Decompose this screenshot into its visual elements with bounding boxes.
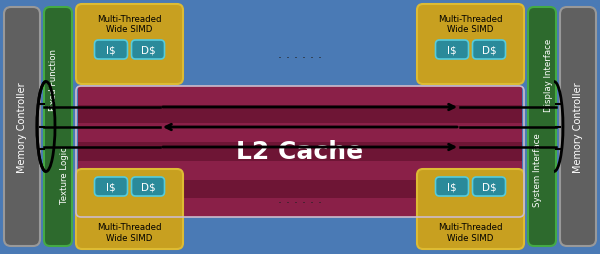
FancyBboxPatch shape [44, 8, 72, 246]
Text: . . . . . .: . . . . . . [278, 48, 322, 61]
Bar [78, 142, 522, 161]
Text: Display Interface: Display Interface [544, 38, 553, 111]
FancyBboxPatch shape [473, 177, 505, 196]
Text: Multi-Threaded: Multi-Threaded [97, 14, 162, 23]
FancyBboxPatch shape [131, 41, 164, 60]
Text: L2 Cache: L2 Cache [236, 140, 364, 164]
Bar [78, 161, 522, 180]
Text: I$: I$ [106, 45, 116, 55]
Text: . . . . . .: . . . . . . [278, 193, 322, 206]
Bar [78, 180, 522, 199]
FancyBboxPatch shape [436, 177, 469, 196]
Text: Wide SIMD: Wide SIMD [106, 25, 152, 34]
Text: I$: I$ [447, 182, 457, 192]
Text: D$: D$ [140, 182, 155, 192]
FancyBboxPatch shape [417, 169, 524, 249]
Text: System Interface: System Interface [533, 133, 542, 207]
Text: Wide SIMD: Wide SIMD [106, 234, 152, 243]
FancyBboxPatch shape [76, 5, 183, 85]
Text: D$: D$ [482, 45, 496, 55]
Text: Wide SIMD: Wide SIMD [448, 25, 494, 34]
FancyBboxPatch shape [131, 177, 164, 196]
Bar [78, 87, 522, 105]
Text: I$: I$ [447, 45, 457, 55]
FancyBboxPatch shape [560, 8, 596, 246]
Text: Multi-Threaded: Multi-Threaded [438, 223, 503, 232]
FancyBboxPatch shape [528, 8, 556, 246]
Text: Memory Controller: Memory Controller [573, 82, 583, 172]
FancyBboxPatch shape [95, 177, 128, 196]
Text: D$: D$ [140, 45, 155, 55]
Text: Texture Logic: Texture Logic [59, 146, 68, 203]
Text: Multi-Threaded: Multi-Threaded [438, 14, 503, 23]
Text: Multi-Threaded: Multi-Threaded [97, 223, 162, 232]
FancyBboxPatch shape [417, 5, 524, 85]
FancyBboxPatch shape [95, 41, 128, 60]
Bar [78, 199, 522, 217]
FancyBboxPatch shape [76, 169, 183, 249]
Bar [78, 124, 522, 142]
Text: Memory Controller: Memory Controller [17, 82, 27, 172]
Bar [78, 105, 522, 124]
FancyBboxPatch shape [4, 8, 40, 246]
Text: I$: I$ [106, 182, 116, 192]
FancyBboxPatch shape [473, 41, 505, 60]
FancyBboxPatch shape [436, 41, 469, 60]
Text: Wide SIMD: Wide SIMD [448, 234, 494, 243]
Text: Fixed Function: Fixed Function [49, 49, 58, 110]
Text: D$: D$ [482, 182, 496, 192]
